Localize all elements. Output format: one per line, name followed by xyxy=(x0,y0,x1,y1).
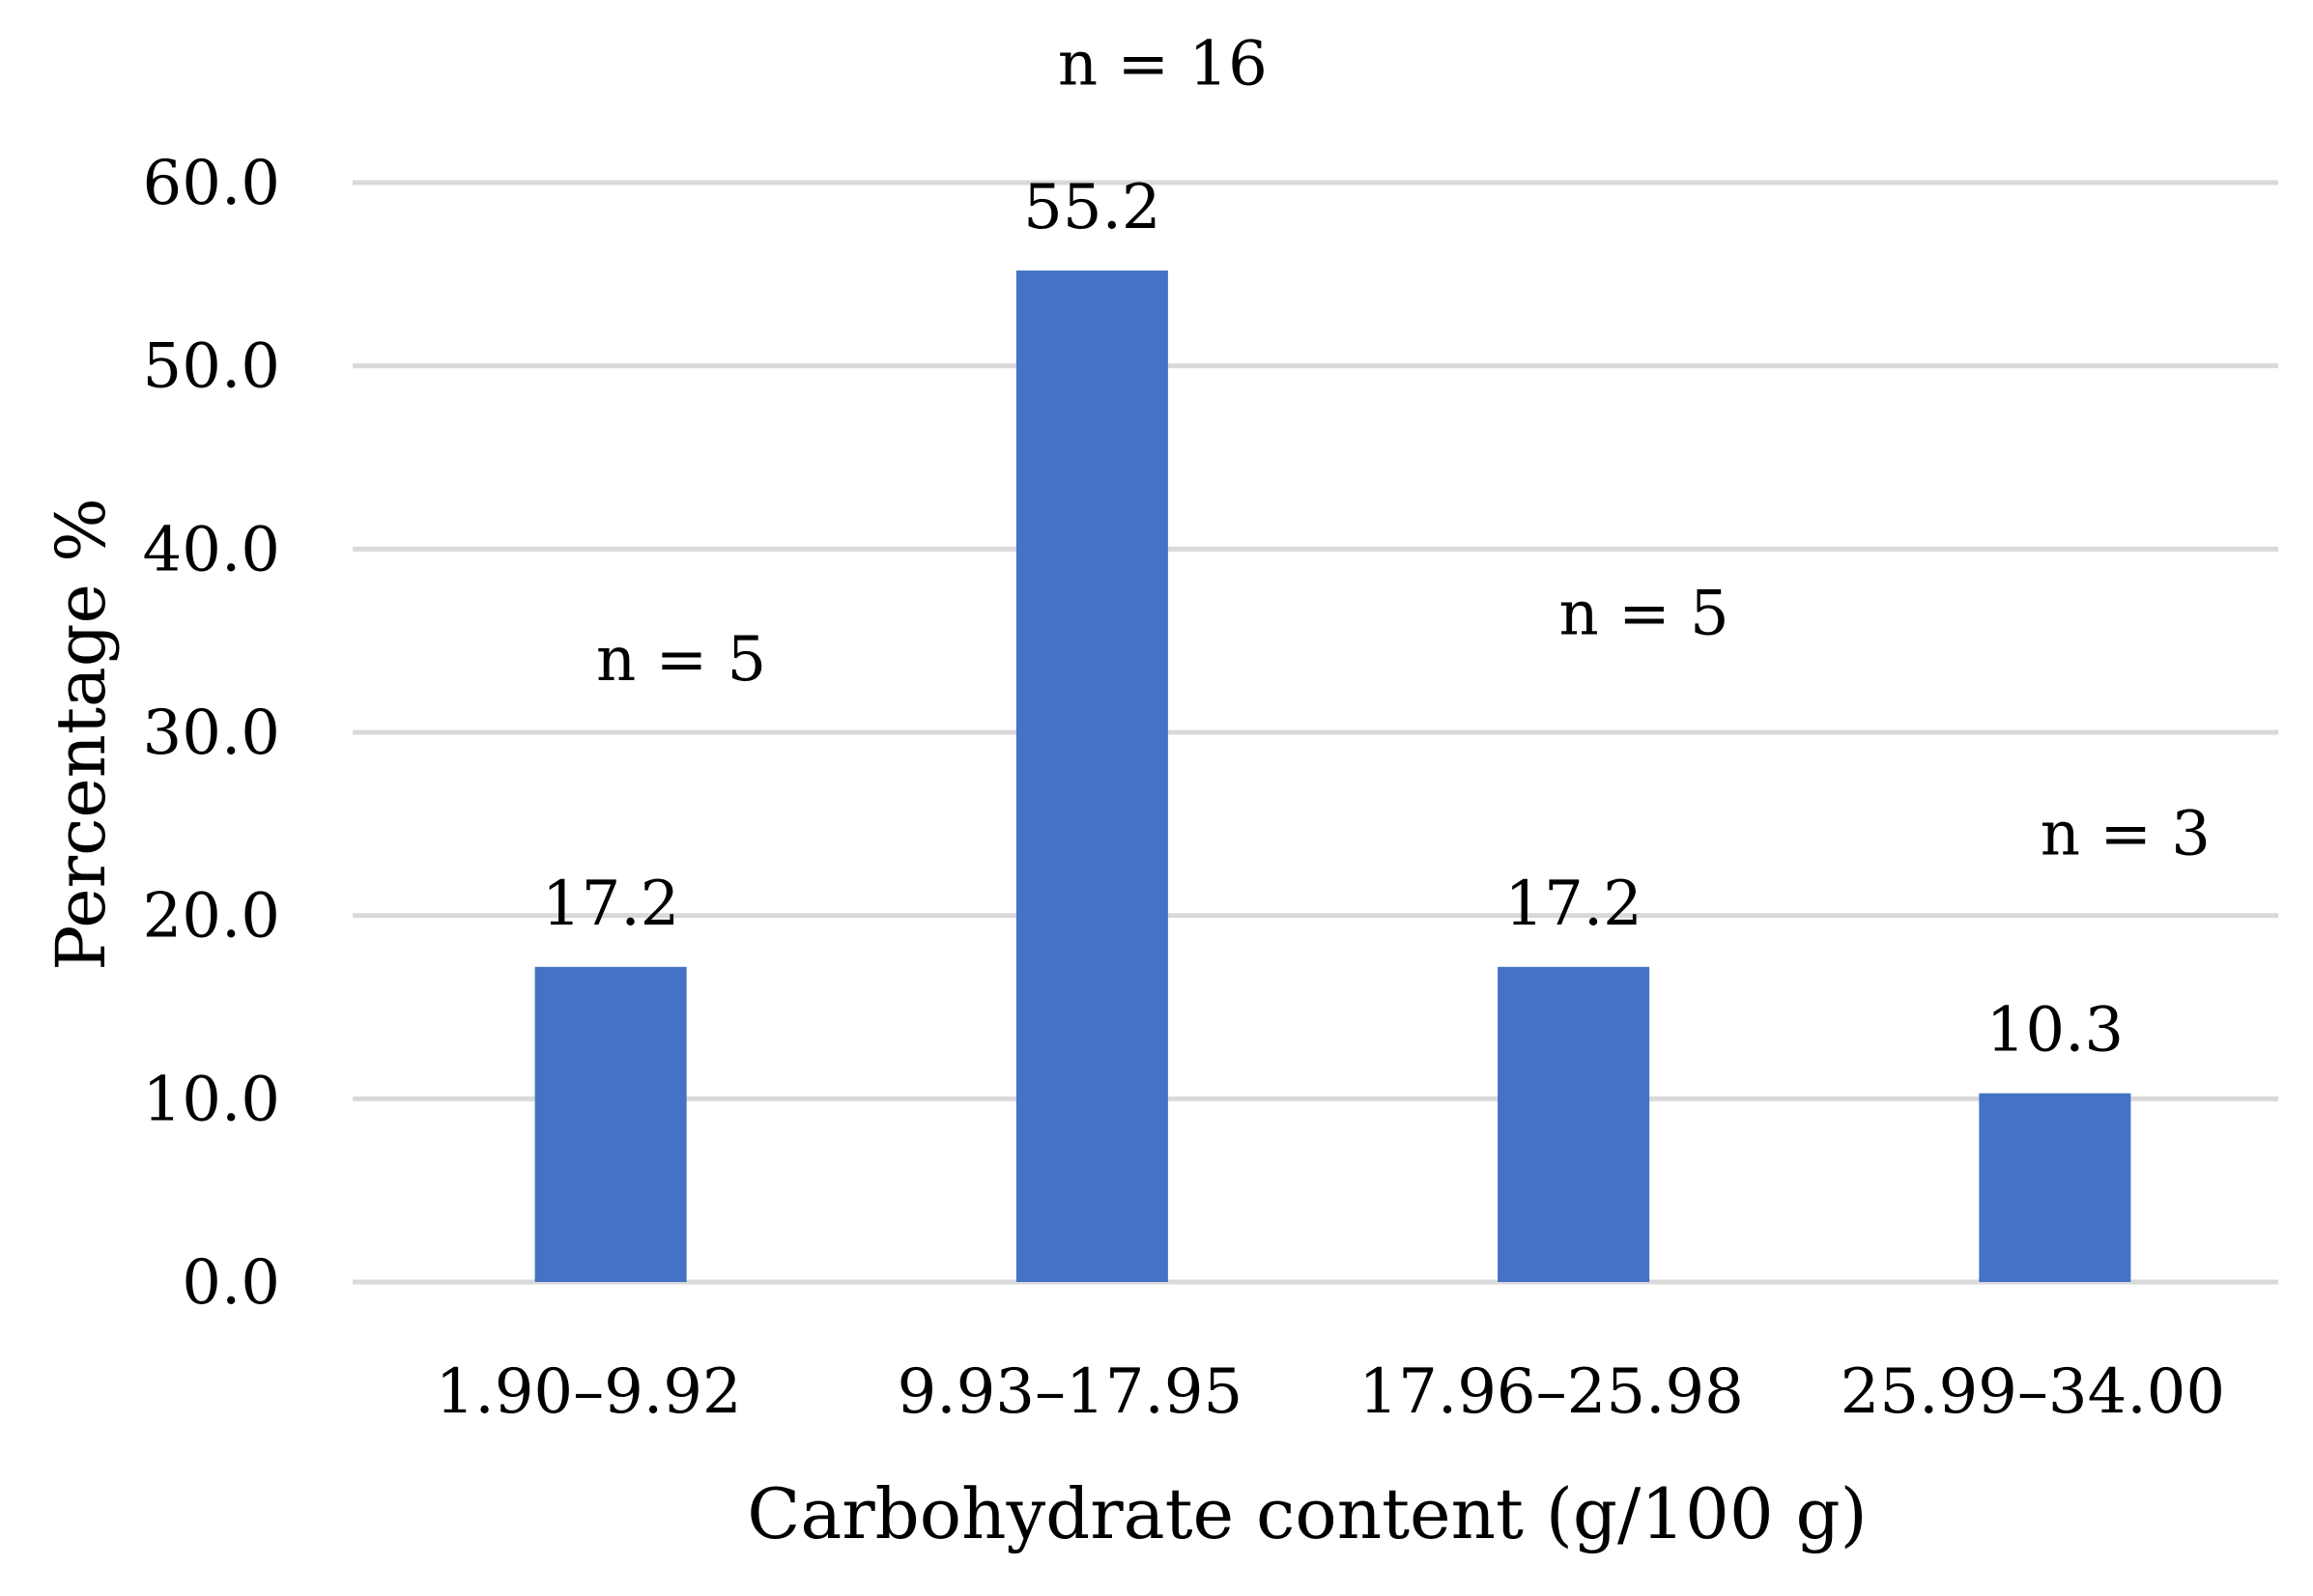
y-tick-label: 10.0 xyxy=(143,1064,281,1135)
data-labels: 17.2 55.2 17.2 10.3 xyxy=(542,172,2124,1067)
bar xyxy=(534,966,687,1282)
y-tick-label: 30.0 xyxy=(143,698,281,769)
bar xyxy=(1015,271,1168,1282)
bar-value-label: 55.2 xyxy=(1023,172,1161,243)
bar-value-label: 10.3 xyxy=(1986,995,2125,1067)
sample-size-annotation: n = 5 xyxy=(1559,579,1729,650)
bars xyxy=(534,271,2131,1282)
x-axis-ticks: 1.90–9.92 9.93–17.95 17.96–25.98 25.99–34.0… xyxy=(436,1356,2225,1428)
x-axis-title: Carbohydrate content (g/100 g) xyxy=(747,1473,1868,1554)
bar xyxy=(1498,966,1650,1282)
y-tick-label: 20.0 xyxy=(143,881,281,953)
y-axis-ticks: 0.0 10.0 20.0 30.0 40.0 50.0 60.0 xyxy=(143,148,281,1319)
sample-size-annotation: n = 3 xyxy=(2041,798,2211,869)
y-tick-label: 0.0 xyxy=(182,1247,280,1319)
x-tick-label: 17.96–25.98 xyxy=(1358,1356,1743,1428)
annotations: n = 5 n = 16 n = 5 n = 3 xyxy=(596,29,2211,870)
x-tick-label: 1.90–9.92 xyxy=(436,1356,742,1428)
bar-value-label: 17.2 xyxy=(1504,869,1642,940)
y-tick-label: 50.0 xyxy=(143,331,281,403)
bar-value-label: 17.2 xyxy=(542,869,680,940)
y-tick-label: 60.0 xyxy=(143,148,281,219)
x-tick-label: 9.93–17.95 xyxy=(898,1356,1243,1428)
y-axis-title: Percentage % xyxy=(42,498,121,970)
x-tick-label: 25.99–34.00 xyxy=(1841,1356,2225,1428)
y-tick-label: 40.0 xyxy=(143,514,281,585)
sample-size-annotation: n = 16 xyxy=(1058,29,1268,100)
sample-size-annotation: n = 5 xyxy=(596,624,766,696)
bar xyxy=(1979,1093,2131,1282)
